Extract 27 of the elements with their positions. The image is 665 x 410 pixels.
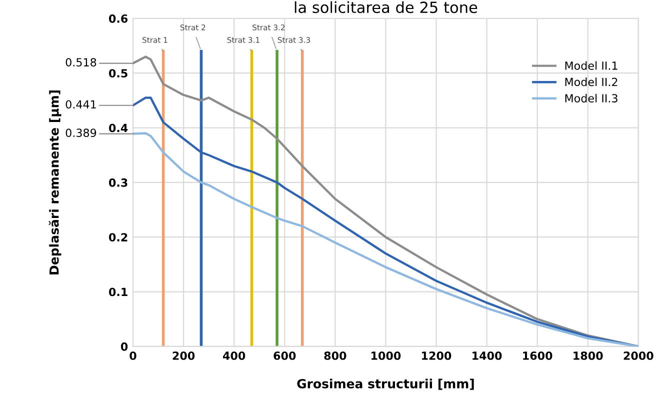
text: 0.441 — [66, 100, 96, 109]
y-tick-label: 0.1 — [108, 288, 128, 296]
x-tick-label: 1800 — [574, 352, 603, 360]
y-axis-title: Deplasări remanente [µm] — [48, 90, 62, 274]
x-tick-label: 0 — [130, 352, 136, 360]
x-tick-label: 2000 — [624, 352, 654, 360]
y-tick-label: 0 — [120, 342, 128, 351]
text: 0.389 — [66, 128, 96, 138]
x-tick-label: 1200 — [422, 352, 452, 360]
y-tick-label: 0.4 — [108, 124, 128, 132]
x-tick-label: 600 — [274, 352, 296, 360]
legend-label: Model II.1 — [565, 61, 618, 70]
x-tick-label: 200 — [172, 352, 195, 360]
x-tick-label: 1000 — [371, 352, 401, 360]
y-tick-label: 0.3 — [108, 178, 128, 187]
text: 0.518 — [66, 58, 96, 66]
y-tick-label: 0.2 — [108, 233, 128, 242]
x-axis-title: Grosimea structurii [mm] — [297, 378, 474, 390]
legend-label: Model II.2 — [565, 78, 618, 86]
x-tick-label: 1400 — [472, 352, 502, 360]
x-tick-label: 800 — [324, 352, 346, 360]
y-tick-label: 0.6 — [108, 14, 128, 23]
chart-title: la solicitarea de 25 tone — [294, 1, 478, 14]
y-tick-label: 0.5 — [108, 69, 128, 78]
x-tick-label: 400 — [222, 352, 246, 360]
legend-label: Model II.3 — [565, 94, 618, 102]
x-tick-label: 1600 — [523, 352, 552, 360]
